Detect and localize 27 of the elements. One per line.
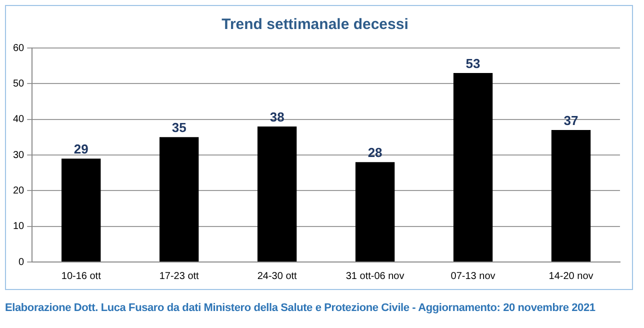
data-label: 37 [564,113,578,128]
x-tick-label: 10-16 ott [61,270,102,282]
data-label: 28 [368,145,382,160]
x-tick-label: 17-23 ott [159,270,200,282]
bar [453,72,493,262]
y-tick-label: 50 [13,78,25,90]
data-label: 38 [270,110,284,125]
x-tick-label: 31 ott-06 nov [346,270,404,282]
y-tick-label: 60 [13,42,25,54]
x-tick-label: 14-20 nov [548,270,594,282]
bar [257,126,297,262]
y-tick-label: 20 [13,185,25,196]
text: Elaborazione Dott. Luca Fusaro da dati Ministero della Salute e Protezione Civile - Aggiornamento: 20 novembre 2021 [5,302,596,314]
bar [62,158,101,262]
bar [355,162,395,262]
data-label: 29 [74,142,88,157]
data-label: 35 [172,120,186,136]
y-tick-label: 10 [13,221,25,232]
y-tick-label: 40 [13,114,25,126]
x-tick-label: 07-13 nov [450,270,496,282]
bar [551,130,591,262]
x-tick-label: 24-30 ott [257,270,298,282]
data-label: 53 [466,56,480,72]
y-tick-label: 0 [18,256,25,268]
chart-title: Trend settimanale decessi [222,16,408,34]
y-tick-label: 30 [13,150,25,161]
bar [159,137,199,262]
